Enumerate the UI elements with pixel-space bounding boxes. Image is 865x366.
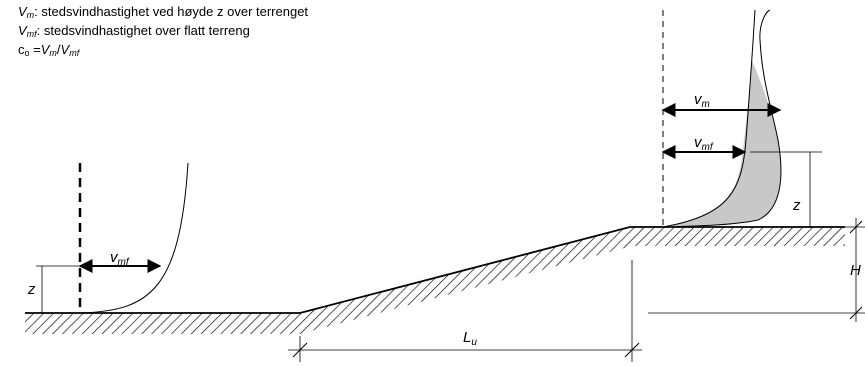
right-vmf-profile xyxy=(662,9,756,228)
terrain-surface xyxy=(25,226,845,314)
h-tick-top xyxy=(849,220,863,234)
legend: Vm: stedsvindhastighet ved høyde z over … xyxy=(18,4,308,61)
legend-line-vm: Vm: stedsvindhastighet ved høyde z over … xyxy=(18,4,309,20)
lu-label: Lu xyxy=(463,329,477,348)
right-vm-profile xyxy=(662,9,782,228)
speed-up-shaded-area xyxy=(663,60,781,227)
right-vmf-label: vmf xyxy=(694,134,714,153)
right-vm-label: vm xyxy=(694,91,710,110)
left-z-label: z xyxy=(27,281,36,298)
legend-line-co: co =Vm/Vmf xyxy=(18,42,80,58)
lu-tick-left xyxy=(292,342,308,358)
h-tick-bottom xyxy=(849,306,863,320)
left-velocity-profile xyxy=(79,162,189,314)
ground-hatching xyxy=(25,227,845,334)
right-z-label: z xyxy=(792,197,801,214)
legend-line-vmf: Vmf: stedsvindhastighet over flatt terre… xyxy=(18,23,250,39)
left-vmf-label: vmf xyxy=(110,249,130,268)
h-label: H xyxy=(850,262,861,279)
lu-tick-right xyxy=(624,342,640,358)
